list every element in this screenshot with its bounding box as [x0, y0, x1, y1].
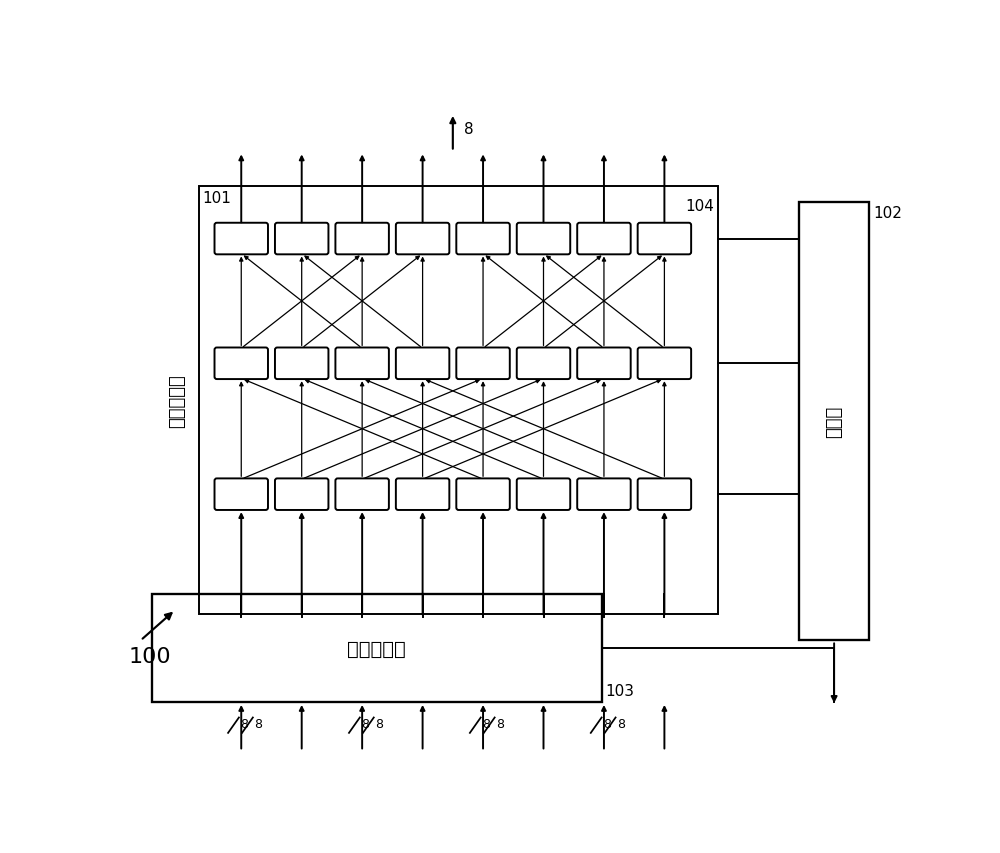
Text: 102: 102 — [873, 206, 902, 221]
Bar — [152, 595, 602, 702]
FancyBboxPatch shape — [577, 223, 631, 255]
Text: 104: 104 — [685, 199, 714, 213]
FancyBboxPatch shape — [517, 223, 570, 255]
FancyBboxPatch shape — [215, 223, 268, 255]
Text: 8: 8 — [254, 717, 262, 730]
Text: 8: 8 — [496, 717, 504, 730]
FancyBboxPatch shape — [335, 223, 389, 255]
Text: 控制器: 控制器 — [825, 405, 843, 438]
FancyBboxPatch shape — [638, 479, 691, 510]
Text: 8: 8 — [603, 717, 611, 730]
FancyBboxPatch shape — [275, 223, 328, 255]
FancyBboxPatch shape — [456, 223, 510, 255]
FancyBboxPatch shape — [396, 223, 449, 255]
FancyBboxPatch shape — [215, 479, 268, 510]
Text: 蝶式混洗器: 蝶式混洗器 — [168, 374, 186, 427]
FancyBboxPatch shape — [215, 348, 268, 380]
Text: 101: 101 — [202, 191, 231, 206]
Bar — [199, 187, 718, 614]
FancyBboxPatch shape — [517, 479, 570, 510]
FancyBboxPatch shape — [577, 479, 631, 510]
Text: 8: 8 — [617, 717, 625, 730]
FancyBboxPatch shape — [638, 348, 691, 380]
Text: 8: 8 — [464, 122, 474, 136]
Text: 8: 8 — [482, 717, 490, 730]
Text: 103: 103 — [606, 683, 635, 699]
Text: 8: 8 — [240, 717, 248, 730]
FancyBboxPatch shape — [638, 223, 691, 255]
FancyBboxPatch shape — [396, 479, 449, 510]
FancyBboxPatch shape — [275, 479, 328, 510]
Text: 8: 8 — [361, 717, 369, 730]
Text: 数据压缩器: 数据压缩器 — [348, 639, 406, 658]
FancyBboxPatch shape — [335, 348, 389, 380]
Bar — [799, 202, 869, 641]
FancyBboxPatch shape — [517, 348, 570, 380]
FancyBboxPatch shape — [456, 348, 510, 380]
Text: 8: 8 — [375, 717, 383, 730]
Text: 100: 100 — [129, 646, 172, 666]
FancyBboxPatch shape — [396, 348, 449, 380]
FancyBboxPatch shape — [577, 348, 631, 380]
FancyBboxPatch shape — [456, 479, 510, 510]
FancyBboxPatch shape — [275, 348, 328, 380]
FancyBboxPatch shape — [335, 479, 389, 510]
